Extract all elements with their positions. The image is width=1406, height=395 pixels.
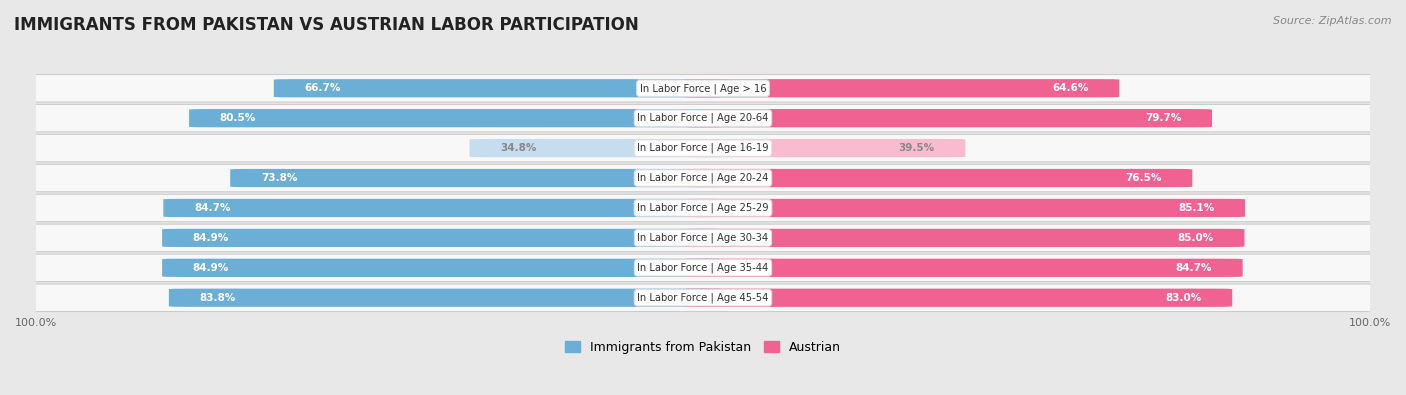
Text: 34.8%: 34.8% [501, 143, 537, 153]
FancyBboxPatch shape [169, 289, 723, 307]
FancyBboxPatch shape [163, 199, 723, 217]
Text: 83.0%: 83.0% [1166, 293, 1202, 303]
FancyBboxPatch shape [683, 259, 1243, 277]
FancyBboxPatch shape [274, 79, 723, 98]
Legend: Immigrants from Pakistan, Austrian: Immigrants from Pakistan, Austrian [565, 340, 841, 354]
Text: 85.0%: 85.0% [1178, 233, 1213, 243]
FancyBboxPatch shape [15, 75, 1391, 102]
Text: In Labor Force | Age 45-54: In Labor Force | Age 45-54 [637, 292, 769, 303]
Text: 84.9%: 84.9% [193, 233, 229, 243]
Text: 66.7%: 66.7% [305, 83, 340, 93]
Text: Source: ZipAtlas.com: Source: ZipAtlas.com [1274, 16, 1392, 26]
FancyBboxPatch shape [683, 79, 1119, 98]
Text: 39.5%: 39.5% [898, 143, 935, 153]
FancyBboxPatch shape [15, 104, 1391, 132]
Text: 79.7%: 79.7% [1144, 113, 1181, 123]
Text: 85.1%: 85.1% [1178, 203, 1215, 213]
Text: 84.7%: 84.7% [194, 203, 231, 213]
FancyBboxPatch shape [683, 289, 1232, 307]
FancyBboxPatch shape [162, 259, 723, 277]
Text: IMMIGRANTS FROM PAKISTAN VS AUSTRIAN LABOR PARTICIPATION: IMMIGRANTS FROM PAKISTAN VS AUSTRIAN LAB… [14, 16, 638, 34]
FancyBboxPatch shape [15, 224, 1391, 252]
Text: 84.7%: 84.7% [1175, 263, 1212, 273]
FancyBboxPatch shape [683, 229, 1244, 247]
FancyBboxPatch shape [15, 194, 1391, 222]
Text: 84.9%: 84.9% [193, 263, 229, 273]
FancyBboxPatch shape [15, 164, 1391, 192]
Text: In Labor Force | Age > 16: In Labor Force | Age > 16 [640, 83, 766, 94]
FancyBboxPatch shape [15, 254, 1391, 282]
Text: 80.5%: 80.5% [219, 113, 256, 123]
Text: 73.8%: 73.8% [262, 173, 297, 183]
Text: In Labor Force | Age 30-34: In Labor Force | Age 30-34 [637, 233, 769, 243]
FancyBboxPatch shape [683, 139, 966, 157]
FancyBboxPatch shape [683, 199, 1246, 217]
Text: In Labor Force | Age 35-44: In Labor Force | Age 35-44 [637, 263, 769, 273]
FancyBboxPatch shape [188, 109, 723, 127]
Text: 64.6%: 64.6% [1052, 83, 1088, 93]
Text: 83.8%: 83.8% [200, 293, 236, 303]
FancyBboxPatch shape [162, 229, 723, 247]
Text: In Labor Force | Age 20-64: In Labor Force | Age 20-64 [637, 113, 769, 123]
Text: In Labor Force | Age 16-19: In Labor Force | Age 16-19 [637, 143, 769, 153]
FancyBboxPatch shape [15, 134, 1391, 162]
Text: In Labor Force | Age 25-29: In Labor Force | Age 25-29 [637, 203, 769, 213]
FancyBboxPatch shape [231, 169, 723, 187]
Text: 76.5%: 76.5% [1125, 173, 1161, 183]
Text: In Labor Force | Age 20-24: In Labor Force | Age 20-24 [637, 173, 769, 183]
FancyBboxPatch shape [470, 139, 723, 157]
FancyBboxPatch shape [683, 109, 1212, 127]
FancyBboxPatch shape [683, 169, 1192, 187]
FancyBboxPatch shape [15, 284, 1391, 312]
